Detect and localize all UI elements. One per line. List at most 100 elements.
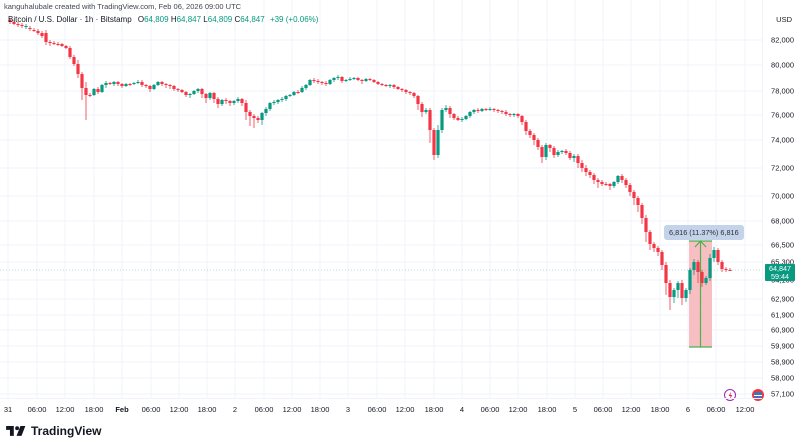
candle-body — [184, 92, 188, 95]
candle-body — [208, 93, 212, 98]
candle-body — [376, 82, 380, 84]
candle-body — [412, 93, 416, 96]
candle-body — [292, 92, 296, 95]
candle-body — [556, 152, 560, 155]
candle-body — [544, 145, 548, 157]
chart-plot-area[interactable] — [0, 0, 762, 398]
time-tick-label: 06:00 — [141, 405, 161, 414]
candle-body — [48, 42, 52, 43]
candle-body — [332, 78, 336, 80]
time-tick-label: 18:00 — [84, 405, 104, 414]
candle-body — [224, 100, 228, 101]
candle-body — [496, 110, 500, 111]
candle-body — [656, 248, 660, 252]
candle-body — [604, 184, 608, 185]
events-icon[interactable] — [724, 389, 736, 401]
price-tick-label: 76,000 — [771, 110, 794, 120]
candle-body — [240, 99, 244, 103]
candle-body — [368, 79, 372, 80]
low-value: 64,809 — [207, 15, 233, 24]
candle-body — [384, 85, 388, 86]
candle-body — [364, 79, 368, 81]
time-tick-label: 06:00 — [254, 405, 274, 414]
candle-body — [264, 109, 268, 113]
candle-body — [664, 265, 668, 283]
candle-body — [676, 283, 680, 290]
candle-body — [12, 22, 16, 24]
candle-body — [548, 145, 552, 148]
tradingview-logo-icon — [6, 425, 26, 436]
candle-body — [388, 85, 392, 86]
price-tick-label: 59,900 — [771, 341, 794, 351]
measure-tool-label[interactable]: 6,816 (11.37%) 6,816 — [664, 225, 744, 240]
candle-body — [156, 82, 160, 85]
symbol-name[interactable]: Bitcoin / U.S. Dollar — [8, 15, 78, 24]
time-tick-label: 18:00 — [424, 405, 444, 414]
candle-body — [316, 81, 320, 82]
tradingview-logo[interactable]: TradingView — [6, 424, 101, 438]
candle-body — [88, 95, 92, 96]
price-tick-label: 60,900 — [771, 325, 794, 335]
time-tick-label: 12:00 — [395, 405, 415, 414]
candle-body — [472, 110, 476, 112]
time-tick-label: 06:00 — [27, 405, 47, 414]
candlestick-chart[interactable] — [0, 0, 762, 398]
candle-body — [628, 185, 632, 192]
last-price-value: 64,847 — [769, 264, 791, 273]
candle-body — [436, 130, 440, 155]
candle-body — [408, 92, 412, 93]
low-label: L — [203, 15, 208, 24]
candle-body — [708, 258, 712, 278]
candle-body — [148, 86, 152, 89]
price-tick-label: 70,000 — [771, 191, 794, 201]
candle-body — [420, 104, 424, 112]
candle-body — [404, 90, 408, 92]
candle-body — [716, 250, 720, 262]
candle-body — [116, 82, 120, 84]
symbol-legend: Bitcoin / U.S. Dollar · 1h · Bitstamp O6… — [8, 15, 319, 24]
candle-body — [552, 148, 556, 155]
price-tick-label: 57,100 — [771, 389, 794, 399]
candle-body — [672, 290, 676, 297]
candle-body — [68, 48, 72, 57]
candle-body — [468, 112, 472, 116]
price-axis[interactable]: USD 82,000 80,000 78,000 76,000 74,000 72,000… — [762, 0, 800, 399]
currency-label[interactable]: USD — [776, 15, 792, 24]
candle-body — [36, 31, 40, 33]
open-value: 64,809 — [144, 15, 169, 24]
time-tick-label: 4 — [459, 405, 465, 414]
candle-body — [104, 83, 108, 85]
candle-body — [64, 46, 68, 48]
candle-body — [168, 85, 172, 86]
candle-body — [392, 85, 396, 87]
time-tick-label: 06:00 — [706, 405, 726, 414]
candle-body — [700, 272, 704, 283]
candle-body — [480, 109, 484, 111]
candle-body — [308, 80, 312, 85]
candle-body — [256, 118, 260, 120]
candle-body — [304, 85, 308, 88]
price-tick-label: 68,000 — [771, 216, 794, 226]
close-label: C — [234, 15, 241, 24]
candle-body — [508, 114, 512, 115]
candle-body — [680, 283, 684, 298]
time-tick-label: 12:00 — [735, 405, 755, 414]
candle-body — [560, 151, 564, 152]
price-tick-label: 82,000 — [771, 35, 794, 45]
candle-body — [360, 80, 364, 81]
time-tick-label: 12:00 — [621, 405, 641, 414]
candle-body — [532, 135, 536, 140]
candle-body — [608, 184, 612, 186]
candle-body — [284, 96, 288, 99]
candle-body — [192, 91, 196, 94]
time-axis[interactable]: 31 06:00 12:00 18:00 Feb 06:00 12:00 18:00 2 06:0… — [0, 398, 762, 418]
candle-body — [456, 118, 460, 120]
time-tick-label: 2 — [232, 405, 238, 414]
candle-body — [144, 85, 148, 86]
candle-body — [540, 147, 544, 157]
candle-body — [328, 80, 332, 84]
candle-body — [600, 182, 604, 184]
exchange: Bitstamp — [100, 15, 132, 24]
high-label: H — [170, 15, 177, 24]
candle-body — [248, 112, 252, 116]
